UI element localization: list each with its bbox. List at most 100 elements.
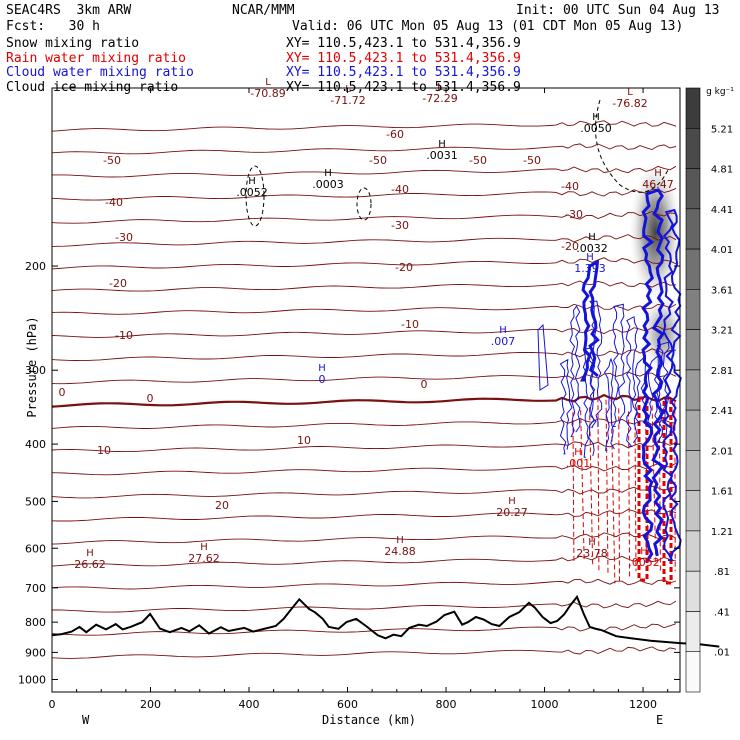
isotherm-line bbox=[51, 257, 677, 270]
isotherm-label: -50 bbox=[469, 154, 487, 167]
legend-snow-xy: XY= 110.5,423.1 to 531.4,356.9 bbox=[286, 36, 521, 51]
extremum-marker: H bbox=[592, 112, 600, 123]
y-tick-label: 700 bbox=[25, 582, 46, 595]
colorbar-segment bbox=[685, 168, 701, 210]
isotherm-line bbox=[51, 120, 677, 132]
extremum-marker: H bbox=[499, 325, 507, 336]
colorbar-segment bbox=[685, 570, 701, 612]
snow-contour bbox=[245, 165, 265, 227]
cloud-water-contours bbox=[537, 188, 682, 562]
y-tick-label: 200 bbox=[25, 260, 46, 273]
cloud-water-contour bbox=[559, 358, 573, 455]
extremum-value: -76.82 bbox=[612, 97, 647, 110]
isotherm-line bbox=[51, 417, 677, 429]
extremum-marker: H bbox=[248, 176, 256, 187]
x-tick-label: 0 bbox=[49, 698, 56, 711]
extremum-value: 27.62 bbox=[188, 552, 220, 565]
extremum-value: 26.62 bbox=[74, 558, 106, 571]
isotherm-line bbox=[51, 187, 677, 201]
title: SEAC4RS 3km ARW bbox=[6, 3, 132, 18]
extremum-value: -70.89 bbox=[250, 87, 285, 100]
extremum-marker: L bbox=[265, 77, 271, 88]
isotherm-label: 0 bbox=[147, 392, 154, 405]
snow-contour bbox=[595, 99, 669, 193]
isotherm-label: 10 bbox=[297, 434, 311, 447]
isotherm-label: -10 bbox=[115, 329, 133, 342]
legend-rain-xy: XY= 110.5,423.1 to 531.4,356.9 bbox=[286, 51, 521, 66]
extremum-marker: H bbox=[318, 363, 326, 374]
legend-snow-label: Snow mixing ratio bbox=[6, 36, 140, 51]
isotherm-line bbox=[51, 532, 677, 545]
extremum-value: .007 bbox=[491, 335, 516, 348]
terrain-line bbox=[51, 594, 720, 648]
y-tick-label: 1000 bbox=[18, 673, 46, 686]
isotherm-label: 10 bbox=[97, 444, 111, 457]
isotherm-label: -30 bbox=[391, 219, 409, 232]
colorbar-label: 4.01 bbox=[711, 245, 733, 256]
isotherm-label: -30 bbox=[115, 231, 133, 244]
cloud-ice-core bbox=[629, 161, 682, 302]
colorbar-label: 2.01 bbox=[711, 446, 733, 457]
x-tick-label: 800 bbox=[436, 698, 457, 711]
isotherm-line bbox=[51, 280, 677, 292]
extremum-value: 20.27 bbox=[496, 506, 528, 519]
extremum-marker: H bbox=[438, 139, 446, 150]
colorbar-label: 2.81 bbox=[711, 366, 733, 377]
extremum-value: 0 bbox=[319, 373, 326, 386]
y-tick-label: 800 bbox=[25, 616, 46, 629]
extremum-value: 23.78 bbox=[576, 547, 608, 560]
rain-core-contour bbox=[662, 396, 673, 585]
extremum-value: .0032 bbox=[576, 242, 608, 255]
extremum-value: .0031 bbox=[426, 149, 458, 162]
colorbar-label: .01 bbox=[714, 648, 730, 659]
colorbar-label: 5.21 bbox=[711, 124, 733, 135]
extremum-marker: H bbox=[324, 168, 332, 179]
colorbar-segment bbox=[685, 530, 701, 572]
isotherm-label: -50 bbox=[523, 154, 541, 167]
contour-labels: -60 -50 -50 -50 -50 -40 -40 -40 -30 -30 -30 -20 -20 -… bbox=[59, 77, 674, 571]
colorbar-label: 4.81 bbox=[711, 165, 733, 176]
terrain-profile bbox=[51, 594, 720, 648]
valid-time: Valid: 06 UTC Mon 05 Aug 13 (01 CDT Mon … bbox=[292, 19, 684, 34]
isotherm-line bbox=[51, 623, 677, 636]
isotherm-line bbox=[51, 441, 677, 453]
colorbar-label: 3.21 bbox=[711, 326, 733, 337]
colorbar-segment bbox=[685, 128, 701, 169]
isotherm-label: -20 bbox=[395, 261, 413, 274]
extremum-marker: H bbox=[588, 232, 596, 243]
init-time: Init: 00 UTC Sun 04 Aug 13 bbox=[516, 3, 720, 18]
rain-contour bbox=[610, 396, 616, 584]
extremum-marker: H bbox=[86, 548, 94, 559]
forecast-hour: Fcst: 30 h bbox=[6, 19, 100, 34]
colorbar-label: 2.41 bbox=[711, 406, 733, 417]
isotherm-line bbox=[52, 165, 677, 178]
isotherm-line bbox=[51, 211, 677, 224]
extremum-value: -71.72 bbox=[330, 94, 365, 107]
colorbar-label: .41 bbox=[714, 607, 730, 618]
extremum-marker: H bbox=[586, 252, 594, 263]
cloud-water-contour bbox=[604, 357, 615, 451]
colorbar-segment bbox=[685, 208, 701, 250]
extremum-marker: H bbox=[654, 168, 662, 179]
extremum-value: .001 bbox=[566, 457, 591, 470]
colorbar-segment bbox=[685, 369, 701, 411]
extremum-value: .0052 bbox=[236, 186, 268, 199]
isotherm-label: -40 bbox=[105, 196, 123, 209]
isotherm-line bbox=[51, 485, 677, 499]
isotherm-label: -40 bbox=[391, 183, 409, 196]
cloud-water-contour bbox=[582, 347, 596, 458]
extremum-value: .0003 bbox=[312, 178, 344, 191]
isotherm-label: -50 bbox=[369, 154, 387, 167]
rain-contour bbox=[605, 399, 609, 575]
colorbar-label: 4.41 bbox=[711, 205, 733, 216]
extremum-marker: L bbox=[627, 87, 633, 98]
x-tick-label: 600 bbox=[337, 698, 358, 711]
rain-contour bbox=[589, 407, 594, 568]
x-tick-label: 1200 bbox=[629, 698, 657, 711]
isotherm-line bbox=[51, 509, 677, 522]
x-axis-west: W bbox=[82, 713, 90, 727]
colorbar-segment bbox=[685, 87, 701, 129]
colorbar-label: .81 bbox=[714, 567, 730, 578]
extremum-marker: H bbox=[200, 542, 208, 553]
